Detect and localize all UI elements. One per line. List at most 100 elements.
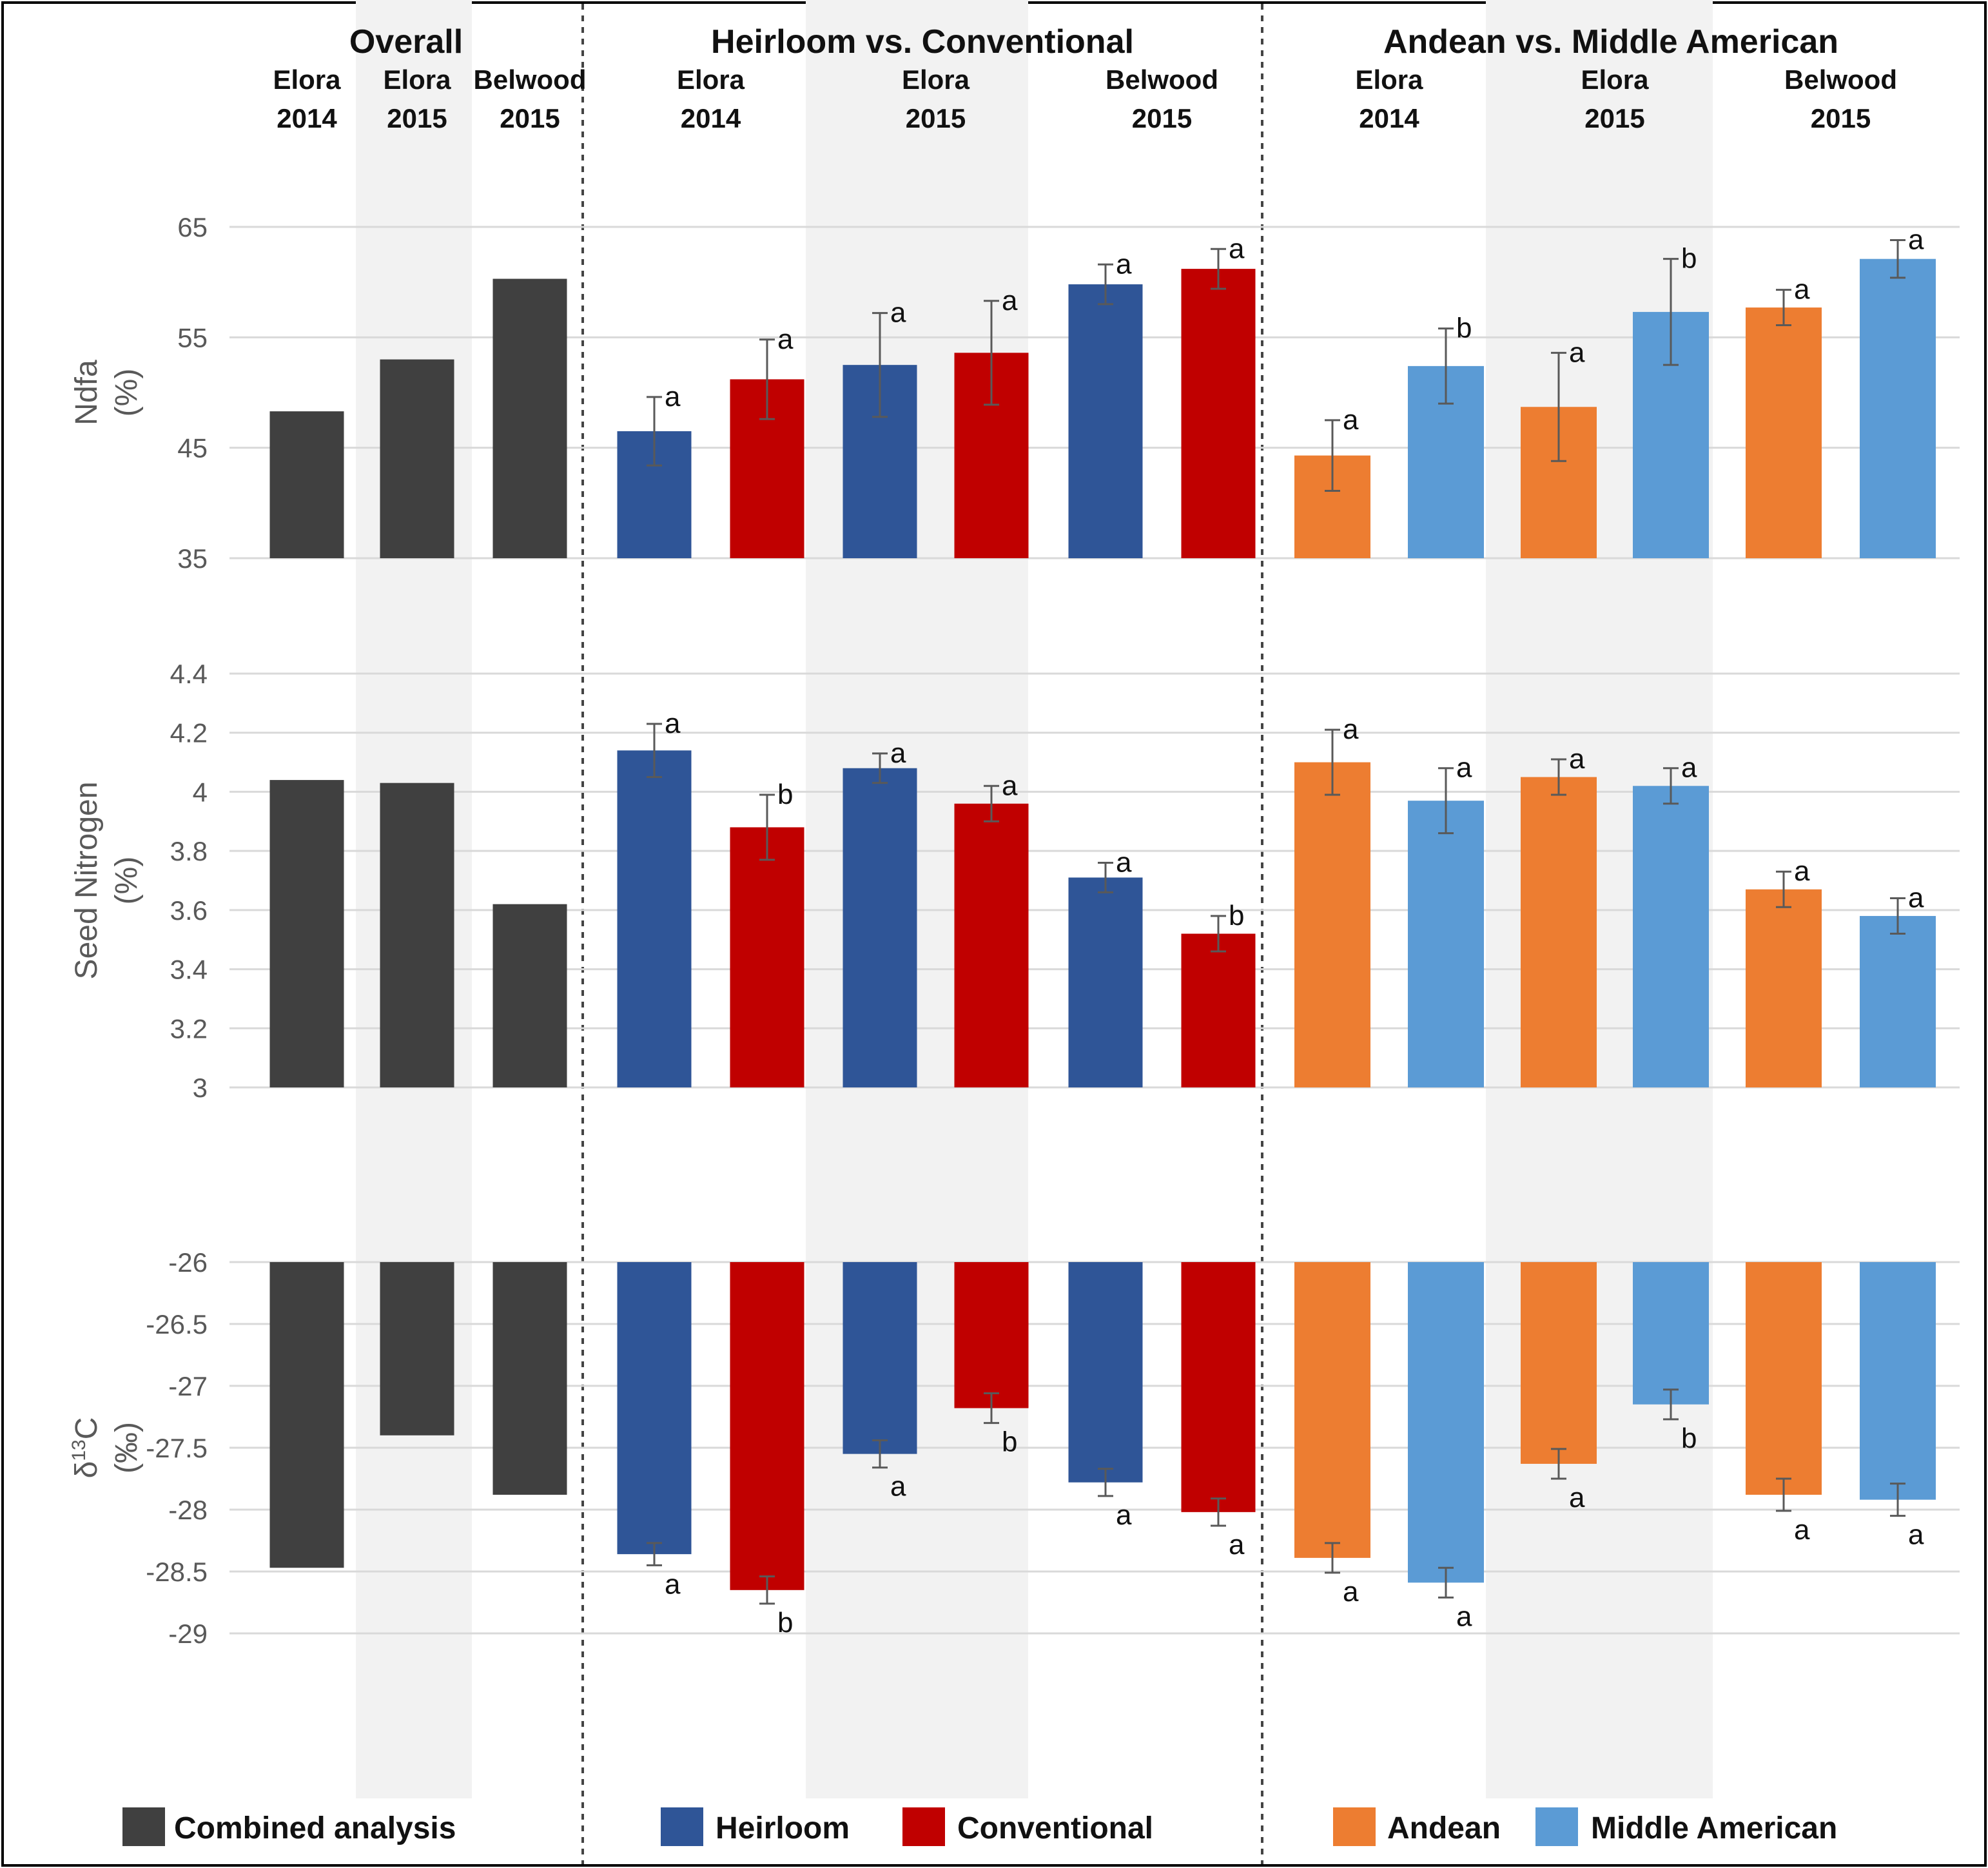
bar-middle-american [1408,1262,1484,1583]
bar-combined [492,278,567,558]
bar-heirloom [1068,284,1143,558]
y-tick-label: -28 [168,1495,208,1525]
bar-heirloom [1068,1262,1143,1483]
significance-letter: a [1908,224,1924,256]
significance-letter: a [1794,1514,1810,1546]
y-axis-label-unit: (‰) [110,1422,144,1474]
y-tick-label: -27 [168,1371,208,1401]
bar-heirloom [843,768,917,1087]
significance-letter: b [1681,243,1697,275]
significance-letter: b [1681,1423,1697,1454]
significance-letter: b [1002,1426,1017,1458]
bar-conventional [1181,269,1256,558]
y-tick-label: 55 [177,322,208,353]
significance-letter: a [1343,404,1359,436]
bar-middle-american [1860,1262,1936,1500]
significance-letter: b [1456,313,1472,344]
bar-middle-american [1633,786,1709,1087]
bar-heirloom [1068,877,1143,1087]
y-tick-label: 35 [177,543,208,574]
legend-label: Andean [1387,1811,1501,1845]
significance-letter: a [1569,1482,1585,1513]
legend-swatch [661,1807,703,1846]
site-label-line2: 2015 [500,103,560,133]
significance-letter: a [1456,1600,1472,1632]
significance-letter: a [1908,882,1924,914]
significance-letter: a [777,324,794,355]
site-label-line1: Elora [677,64,745,95]
site-label-line2: 2014 [277,103,337,133]
bar-andean [1746,307,1822,558]
y-axis-label: Ndfa [70,360,104,425]
bar-conventional [954,803,1029,1087]
significance-letter: a [890,737,906,769]
significance-letter: a [1794,274,1810,306]
y-tick-label: -27.5 [146,1433,208,1463]
significance-letter: a [1229,233,1245,264]
bar-combined [269,411,344,558]
significance-letter: a [665,381,681,413]
site-label-line2: 2014 [681,103,741,133]
bar-middle-american [1860,916,1936,1087]
significance-letter: b [1229,900,1244,931]
site-label-line2: 2015 [387,103,447,133]
significance-letter: a [1794,855,1810,887]
y-tick-label: 3 [193,1073,208,1103]
legend-label: Combined analysis [174,1811,456,1845]
y-axis-label: Seed Nitrogen [70,782,104,980]
bar-combined [380,359,454,558]
site-label-line1: Elora [902,64,970,95]
bar-andean [1746,1262,1822,1495]
y-tick-label: 4.4 [170,659,208,689]
bar-combined [492,1262,567,1495]
section-title: Heirloom vs. Conventional [711,23,1134,61]
significance-letter: a [890,297,906,329]
site-label-line1: Belwood [1106,64,1218,95]
bar-conventional [954,1262,1029,1408]
site-label-line2: 2014 [1359,103,1419,133]
y-tick-label: 4 [193,777,208,807]
site-label-line2: 2015 [1584,103,1644,133]
y-tick-label: 3.8 [170,836,208,866]
site-label-line1: Belwood [1784,64,1897,95]
y-tick-label: 65 [177,212,208,242]
legend-label: Heirloom [716,1811,850,1845]
site-label-line1: Elora [1581,64,1649,95]
bar-combined [380,783,454,1087]
bar-andean [1294,1262,1370,1558]
bar-andean [1521,777,1597,1087]
significance-letter: a [1343,1576,1359,1608]
site-label-line1: Elora [383,64,451,95]
significance-letter: a [1343,714,1359,745]
bar-combined [269,780,344,1087]
significance-letter: a [1456,752,1472,784]
significance-letter: a [1116,846,1132,878]
section-title: Andean vs. Middle American [1383,23,1838,61]
bar-andean [1521,1262,1597,1464]
significance-letter: a [665,1568,681,1600]
site-label-line2: 2015 [906,103,966,133]
significance-letter: a [1569,743,1585,775]
y-tick-label: -26.5 [146,1309,208,1339]
site-label-line2: 2015 [1132,103,1192,133]
legend-label: Conventional [957,1811,1153,1845]
significance-letter: a [1116,248,1132,280]
significance-letter: a [1569,336,1585,368]
bar-conventional [730,827,804,1087]
significance-letter: a [1229,1529,1245,1561]
y-tick-label: 4.2 [170,718,208,748]
site-label-line1: Elora [1355,64,1423,95]
significance-letter: a [1002,285,1018,316]
y-tick-label: 3.4 [170,955,208,985]
bar-combined [380,1262,454,1435]
significance-letter: b [777,1607,793,1639]
bar-andean [1746,889,1822,1087]
significance-letter: a [1908,1519,1924,1551]
significance-letter: a [890,1471,906,1503]
legend-swatch [902,1807,945,1846]
legend-swatch [1333,1807,1376,1846]
legend-swatch [122,1807,165,1846]
y-axis-label-unit: (%) [110,369,144,417]
y-axis-label: δ13C [68,1417,104,1479]
